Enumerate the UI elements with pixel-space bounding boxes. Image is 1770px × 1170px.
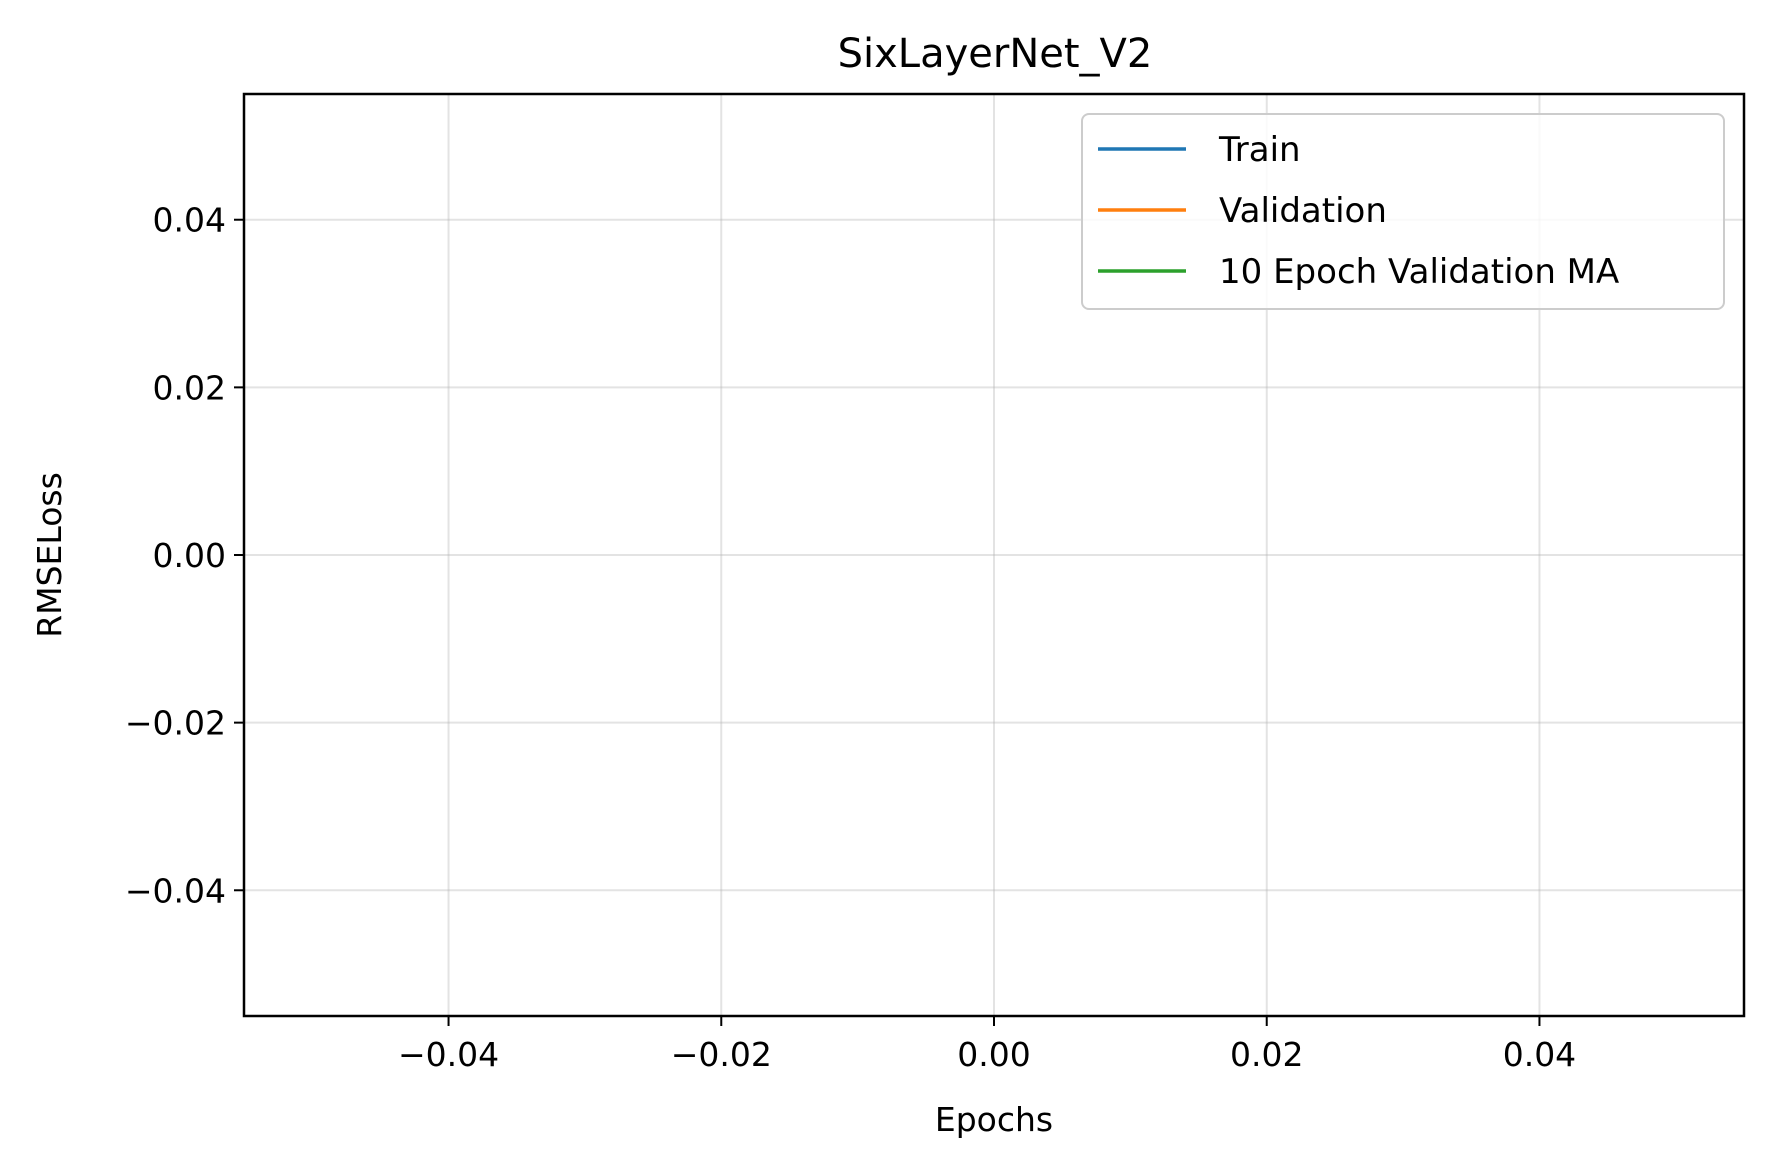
legend-box [1081,113,1725,310]
y-tick-label: 0.04 [153,201,226,240]
x-axis-ticks: −0.04 −0.02 0.00 0.02 0.04 [398,1016,1576,1074]
legend-items: Train Validation 10 Epoch Validation MA [1098,130,1619,292]
y-tick-label: 0.02 [153,368,226,407]
x-tick-label: −0.02 [671,1035,772,1074]
legend-label-2: 10 Epoch Validation MA [1219,252,1619,292]
x-tick-label: 0.02 [1230,1035,1303,1074]
legend-label-0: Train [1218,130,1301,170]
y-tick-label: 0.00 [153,536,226,575]
y-axis-ticks: −0.04 −0.02 0.00 0.02 0.04 [125,201,244,910]
legend: Train Validation 10 Epoch Validation MA [1081,113,1725,310]
x-tick-label: 0.04 [1503,1035,1576,1074]
x-tick-label: −0.04 [398,1035,499,1074]
x-tick-label: 0.00 [957,1035,1030,1074]
chart-title: SixLayerNet_V2 [838,31,1153,77]
y-axis-label: RMSELoss [30,472,69,638]
legend-label-1: Validation [1219,191,1387,231]
y-tick-label: −0.04 [125,871,226,910]
x-axis-label: Epochs [935,1100,1053,1139]
y-tick-label: −0.02 [125,704,226,743]
